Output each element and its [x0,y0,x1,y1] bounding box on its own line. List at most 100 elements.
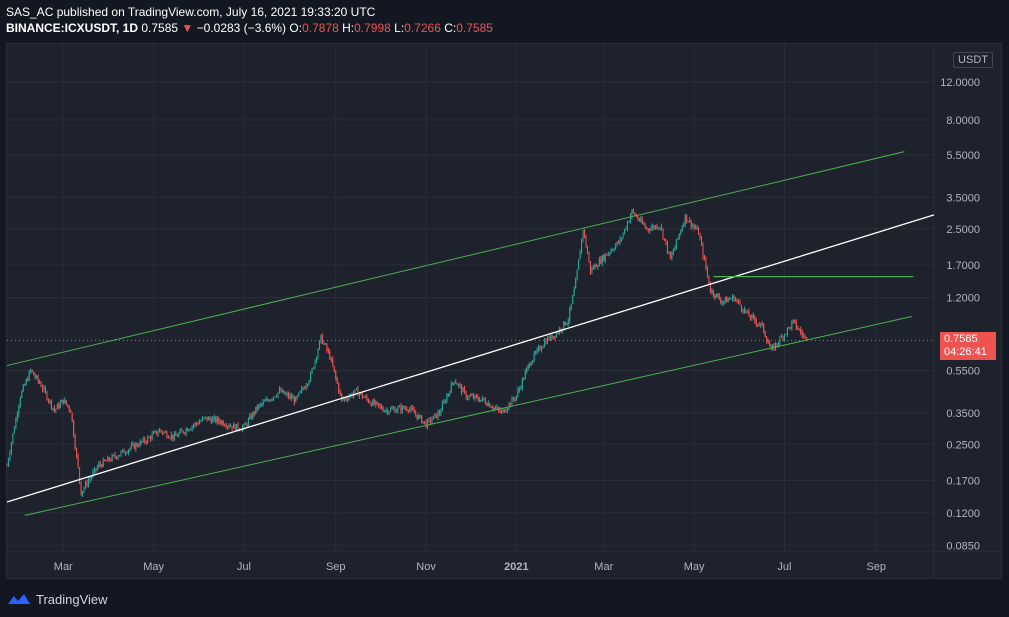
candle-body [243,424,245,427]
candle-body [626,222,628,229]
candle-body [324,343,326,345]
price-tick-label: 0.5500 [946,366,980,378]
candle-body [700,238,703,245]
candle-body [141,441,143,443]
candle-body [767,341,769,344]
candle-body [770,346,772,348]
candle-body [623,229,626,234]
candle-body [392,408,395,410]
candle-body [284,393,286,395]
candle-body [348,396,350,400]
candle-body [581,239,583,253]
candle-body [447,393,449,396]
candle-body [533,352,535,361]
tradingview-logo-icon[interactable] [8,592,30,606]
candle-body [723,301,725,303]
candle-body [119,454,121,457]
candle-body [708,275,710,285]
candle-body [70,410,72,413]
candle-body [391,408,393,410]
candle-body [806,337,808,341]
candle-body [388,411,390,414]
candle-body [536,349,538,353]
candle-body [757,324,759,326]
candle-body [390,408,392,412]
candle-body [187,429,189,431]
candle-body [472,395,474,399]
candle-body [589,261,591,273]
candle-body [432,415,434,420]
candle-body [64,400,66,404]
candle-body [354,389,356,394]
candle-body [246,424,248,426]
candle-body [185,429,187,434]
candle-body [437,412,439,418]
candle-body [804,335,806,338]
candle-body [283,390,285,394]
candle-body [142,438,144,442]
candle-body [156,431,158,435]
candle-body [658,227,660,229]
candle-body [507,408,509,411]
candle-body [326,344,328,351]
candle-body [175,433,177,436]
candle-body [281,390,283,393]
candle-body [524,371,526,379]
candle-body [588,253,590,262]
candle-body [715,293,717,298]
candle-body [749,316,751,319]
time-tick-label: Sep [866,561,886,573]
candle-body [321,334,323,344]
candle-body [62,399,64,404]
chart-pane[interactable] [6,43,1002,579]
candle-body [167,437,169,439]
candle-body [107,457,109,461]
candle-body [384,410,386,412]
candle-body [791,322,793,329]
candle-body [541,348,543,350]
candle-body [110,460,112,462]
candle-body [96,467,98,470]
candle-body [496,407,498,409]
candle-body [204,416,206,418]
candle-body [456,383,458,385]
candle-body [53,407,55,411]
candle-body [431,419,433,423]
candle-body [468,395,470,398]
open-value: 0.7878 [302,21,339,35]
candle-body [9,452,11,460]
candle-body [330,359,332,361]
candle-body [495,407,497,409]
candle-body [173,433,175,439]
time-tick-label: May [684,561,705,573]
candle-body [631,209,633,216]
candle-body [653,225,655,229]
candle-body [551,334,553,339]
high-value: 0.7998 [354,21,391,35]
candle-body [253,412,255,414]
time-tick-label: May [143,561,164,573]
candle-body [161,431,164,434]
candle-body [99,463,101,465]
candle-body [24,384,26,386]
candle-body [236,424,238,431]
candle-body [690,220,692,227]
candle-body [461,385,463,393]
candle-body [575,280,577,289]
candle-body [198,421,201,425]
candle-body [387,410,389,414]
price-tick-label: 0.0850 [946,540,980,552]
candle-body [130,444,132,449]
candle-body [662,228,664,239]
candle-body [86,482,88,486]
candle-body [84,482,87,488]
candle-body [698,228,700,235]
candle-body [604,254,606,261]
currency-unit-badge[interactable]: USDT [953,52,993,68]
candle-body [332,359,334,367]
candle-body [111,455,113,461]
candle-body [764,332,766,337]
candle-body [591,267,593,273]
candle-body [28,371,30,381]
